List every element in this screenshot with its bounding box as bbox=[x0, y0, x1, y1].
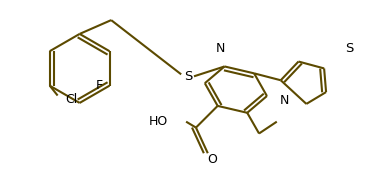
Text: O: O bbox=[207, 153, 217, 166]
Text: N: N bbox=[216, 42, 225, 55]
Text: N: N bbox=[280, 94, 290, 107]
Text: F: F bbox=[96, 79, 103, 92]
Text: HO: HO bbox=[149, 115, 168, 128]
Text: Cl: Cl bbox=[65, 93, 78, 106]
Text: S: S bbox=[345, 42, 354, 55]
Text: S: S bbox=[184, 70, 192, 83]
